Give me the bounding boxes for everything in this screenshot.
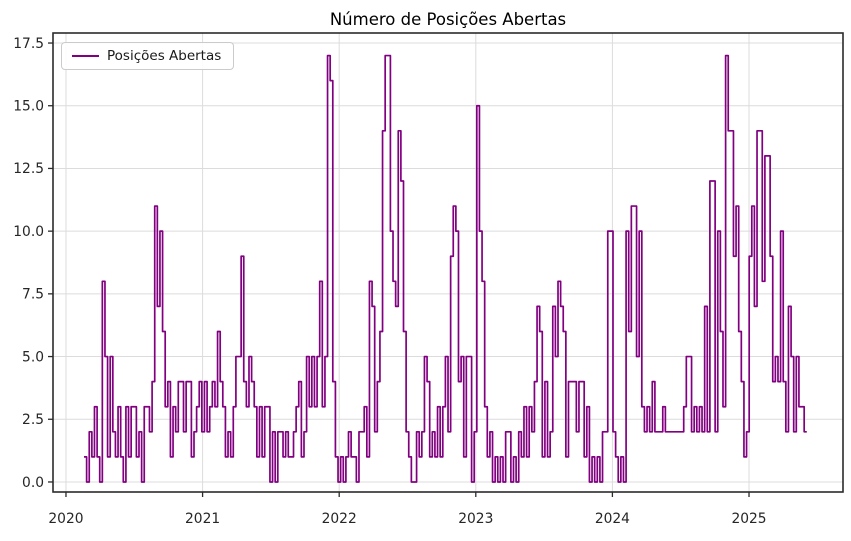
legend-label: Posições Abertas — [107, 48, 222, 64]
legend-line-sample-icon — [72, 55, 99, 57]
x-tick-label: 2024 — [595, 511, 630, 527]
y-tick-label: 2.5 — [22, 412, 44, 428]
y-tick-label: 0.0 — [22, 475, 44, 491]
legend: Posições Abertas — [61, 42, 235, 70]
x-tick-label: 2023 — [458, 511, 493, 527]
x-tick-label: 2020 — [48, 511, 83, 527]
x-tick-label: 2025 — [731, 511, 766, 527]
y-tick-label: 17.5 — [13, 36, 44, 52]
y-tick-label: 5.0 — [22, 349, 44, 365]
series-line-posicoes-abertas — [84, 54, 807, 483]
y-tick-label: 12.5 — [13, 161, 44, 177]
y-tick-label: 7.5 — [22, 287, 44, 303]
y-tick-label: 15.0 — [13, 99, 44, 115]
x-tick-label: 2022 — [322, 511, 357, 527]
x-tick-label: 2021 — [185, 511, 220, 527]
chart-title: Número de Posições Abertas — [329, 10, 567, 29]
y-tick-label: 10.0 — [13, 224, 44, 240]
axes-frame — [52, 32, 844, 493]
